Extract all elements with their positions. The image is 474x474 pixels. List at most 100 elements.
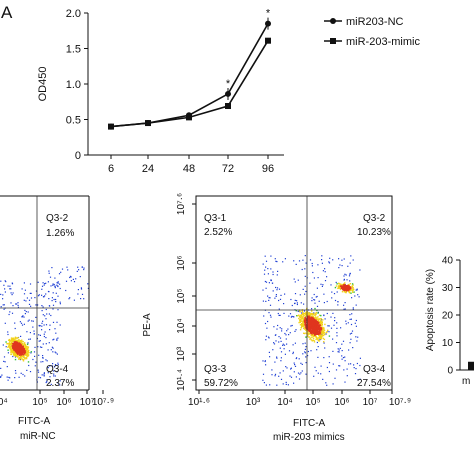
event-dot [12, 344, 14, 346]
event-dot [317, 346, 319, 348]
event-dot [310, 325, 313, 327]
event-dot [307, 326, 309, 328]
event-dot [30, 351, 32, 353]
event-dot [270, 268, 272, 270]
event-dot [313, 319, 316, 321]
event-dot [268, 282, 270, 284]
event-dot [318, 326, 320, 328]
event-dot [12, 338, 14, 340]
event-dot [274, 361, 276, 363]
event-dot [16, 354, 18, 357]
event-dot [41, 374, 43, 376]
event-dot [37, 304, 39, 306]
event-dot [301, 314, 303, 316]
event-dot [41, 285, 44, 287]
event-dot [312, 271, 314, 274]
event-dot [15, 303, 17, 305]
event-dot [319, 336, 321, 338]
event-dot [19, 321, 21, 323]
event-dot [289, 375, 291, 377]
event-dot [17, 353, 19, 355]
event-dot [317, 332, 320, 334]
event-dot [309, 322, 312, 324]
event-dot [27, 351, 29, 353]
event-dot [17, 348, 20, 350]
event-dot [57, 295, 59, 297]
event-dot [18, 344, 20, 346]
event-dot [53, 375, 55, 377]
event-dot [300, 326, 303, 329]
event-dot [79, 276, 81, 278]
event-dot [342, 285, 344, 287]
event-dot [344, 286, 346, 288]
event-dot [52, 363, 54, 365]
event-dot [263, 273, 266, 275]
flow-plot-mir-nc: Q3-2 1.26% Q3-4 2.37% 10⁴10⁵10⁶10⁷10⁷·⁹ … [0, 195, 114, 442]
event-dot [321, 259, 323, 261]
x-tick-label: 48 [183, 163, 195, 175]
event-dot [315, 332, 318, 334]
event-dot [38, 334, 40, 336]
event-dot [355, 319, 357, 322]
event-dot [73, 281, 76, 283]
event-dot [348, 275, 351, 277]
event-dot [311, 319, 313, 321]
event-dot [53, 373, 55, 375]
event-dot [43, 284, 45, 286]
event-dot [283, 344, 286, 346]
event-dot [275, 340, 277, 342]
event-dot [33, 351, 36, 353]
event-dot [309, 325, 312, 327]
event-dot [311, 310, 313, 312]
event-dot [302, 318, 304, 320]
event-dot [281, 330, 283, 332]
event-dot [313, 277, 315, 279]
event-dot [298, 358, 300, 360]
event-dot [10, 347, 12, 350]
event-dot [28, 338, 30, 340]
event-dot [52, 339, 54, 341]
event-dot [324, 268, 326, 270]
event-dot [304, 324, 306, 326]
legend-label: miR-203-mimic [346, 36, 420, 48]
event-dot [355, 325, 357, 327]
event-dot [21, 349, 23, 351]
event-dot [351, 297, 353, 299]
event-dot [295, 357, 297, 360]
event-dot [14, 337, 17, 340]
y-tick-label: 10⁴ [176, 318, 187, 333]
event-dot [299, 294, 301, 296]
event-dot [321, 328, 324, 331]
event-dot [28, 319, 30, 321]
event-dot [22, 358, 24, 361]
event-dot [345, 320, 347, 322]
event-dot [270, 316, 272, 318]
event-dot [336, 327, 338, 329]
event-dot [328, 325, 330, 327]
event-dot [317, 312, 319, 314]
series-line-0 [110, 23, 269, 128]
event-dot [14, 370, 17, 372]
event-dot [12, 347, 14, 350]
event-dot [299, 319, 301, 322]
event-dot [326, 331, 328, 333]
event-dot [310, 319, 313, 321]
event-dot [302, 343, 304, 345]
event-dot [348, 291, 351, 294]
event-dot [8, 376, 10, 378]
event-dot [341, 358, 343, 360]
event-dot [9, 346, 11, 349]
event-dot [52, 347, 54, 349]
event-dot [304, 275, 306, 277]
event-dot [351, 289, 353, 291]
event-dot [42, 306, 44, 308]
event-dot [285, 334, 287, 336]
event-dot [311, 265, 313, 267]
data-point [186, 114, 192, 121]
event-dot [30, 305, 32, 307]
event-dot [12, 305, 14, 307]
event-dot [21, 316, 23, 318]
x-tick-label: 10⁷ [80, 397, 95, 408]
event-dot [48, 298, 50, 300]
